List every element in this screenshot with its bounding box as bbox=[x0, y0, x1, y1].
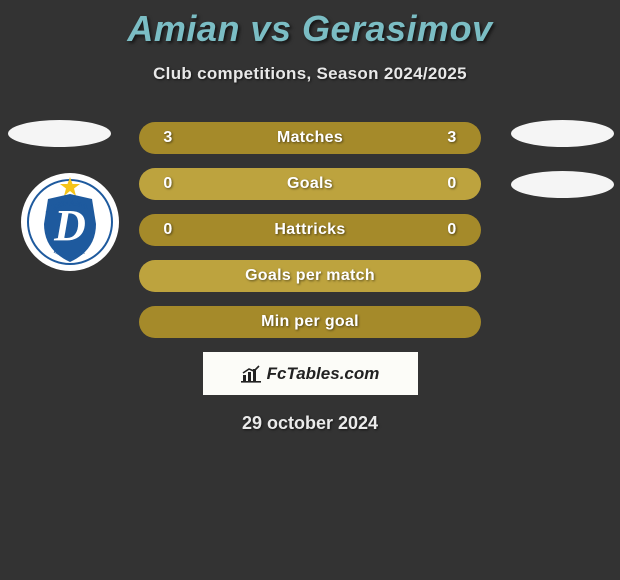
stat-value-right: 0 bbox=[437, 221, 467, 239]
stat-value-left: 0 bbox=[153, 175, 183, 193]
player-right-placeholder-2 bbox=[511, 171, 614, 198]
watermark-text: FcTables.com bbox=[267, 364, 380, 384]
page-title: Amian vs Gerasimov bbox=[0, 0, 620, 50]
stat-value-left: 0 bbox=[153, 221, 183, 239]
stat-value-right: 0 bbox=[437, 175, 467, 193]
page-date: 29 october 2024 bbox=[0, 413, 620, 434]
stat-value-left: 3 bbox=[153, 129, 183, 147]
stat-row: 3Matches3 bbox=[139, 122, 481, 154]
stat-label: Min per goal bbox=[153, 313, 467, 331]
stat-label: Goals bbox=[183, 175, 437, 193]
chart-icon bbox=[241, 364, 263, 384]
stats-container: D ДИНАМО · ДИНАМО · МИНСК 3Matches30Goal… bbox=[0, 122, 620, 434]
watermark: FcTables.com bbox=[203, 352, 418, 395]
stat-row: 0Hattricks0 bbox=[139, 214, 481, 246]
club-logo: D ДИНАМО · ДИНАМО · МИНСК bbox=[20, 172, 120, 272]
stat-value-right: 3 bbox=[437, 129, 467, 147]
stat-label: Matches bbox=[183, 129, 437, 147]
stat-row: 0Goals0 bbox=[139, 168, 481, 200]
stat-row: Min per goal bbox=[139, 306, 481, 338]
player-left-placeholder bbox=[8, 120, 111, 147]
stat-row: Goals per match bbox=[139, 260, 481, 292]
page-subtitle: Club competitions, Season 2024/2025 bbox=[0, 64, 620, 84]
player-right-placeholder-1 bbox=[511, 120, 614, 147]
stat-label: Goals per match bbox=[153, 267, 467, 285]
stat-label: Hattricks bbox=[183, 221, 437, 239]
